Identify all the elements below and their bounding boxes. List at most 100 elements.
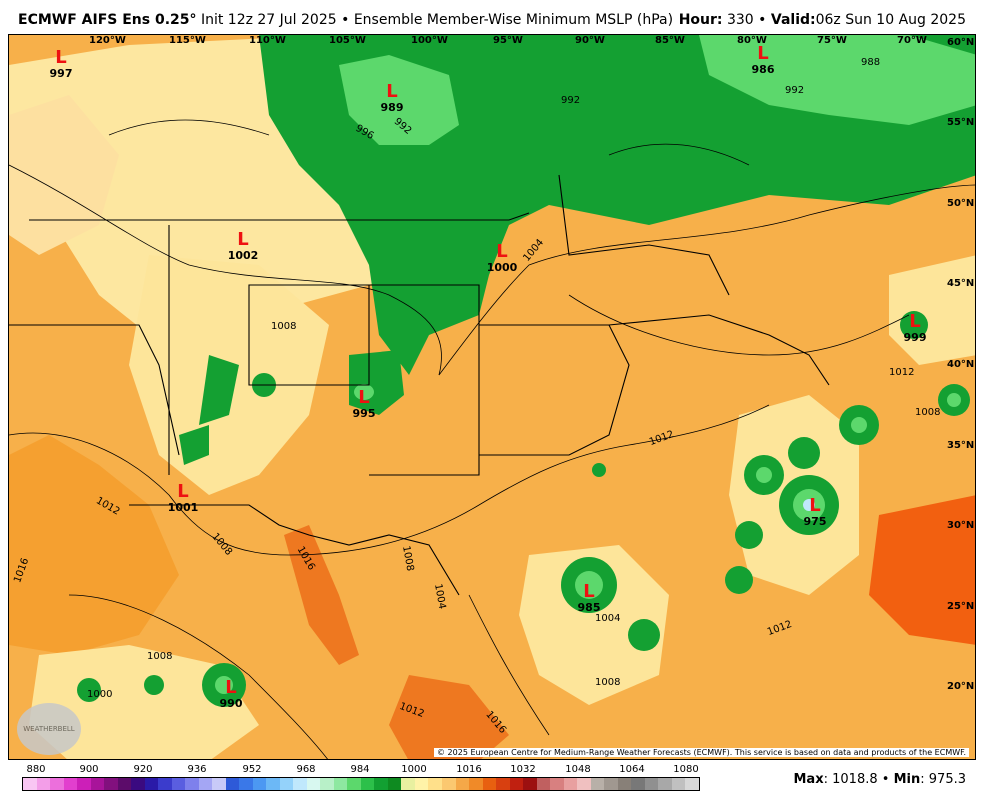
title-bullet: •: [341, 12, 350, 28]
min-label: Min: [893, 772, 921, 787]
lat-label: 35°N: [947, 440, 975, 451]
low-value: 975: [803, 515, 827, 528]
colorbar-swatch: [144, 778, 159, 790]
low-value: 1000: [486, 261, 518, 274]
low-pressure-center: L 997: [41, 47, 81, 81]
colorbar-tick: 968: [296, 764, 316, 775]
contour-label: 1012: [889, 367, 915, 378]
low-value: 985: [577, 601, 601, 614]
ecmwf-credit: © 2025 European Centre for Medium-Range …: [434, 748, 969, 757]
colorbar-swatch: [185, 778, 199, 790]
low-letter: L: [177, 481, 189, 502]
colorbar-swatch: [631, 778, 645, 790]
colorbar-swatch: [266, 778, 280, 790]
colorbar-swatch: [550, 778, 564, 790]
low-value: 990: [219, 697, 243, 710]
colorbar-tick: 1064: [619, 764, 645, 775]
low-letter: L: [237, 229, 249, 250]
colorbar-swatch: [198, 778, 213, 790]
init-time: Init 12z 27 Jul 2025: [200, 12, 337, 28]
colorbar-swatch: [455, 778, 470, 790]
colorbar-swatch: [252, 778, 267, 790]
lon-label: 100°W: [411, 35, 448, 46]
colorbar-swatch: [23, 778, 37, 790]
colorbar-swatch: [158, 778, 172, 790]
colorbar-swatch: [401, 778, 415, 790]
colorbar-tick: 984: [350, 764, 370, 775]
colorbar-swatch: [658, 778, 672, 790]
colorbar-swatch: [428, 778, 442, 790]
low-pressure-center: L 1001: [163, 481, 203, 515]
map-title: ECMWF AIFS Ens 0.25° Init 12z 27 Jul 202…: [18, 12, 673, 28]
low-value: 995: [352, 407, 376, 420]
colorbar-swatch: [482, 778, 497, 790]
colorbar-tick: 936: [187, 764, 207, 775]
hour-value: 330: [726, 12, 754, 28]
colorbar-swatch: [63, 778, 78, 790]
colorbar-swatch: [536, 778, 551, 790]
lon-label: 110°W: [249, 35, 286, 46]
header: ECMWF AIFS Ens 0.25° Init 12z 27 Jul 202…: [0, 0, 984, 34]
colorbar-swatch: [50, 778, 64, 790]
lat-label: 55°N: [947, 117, 975, 128]
lon-label: 115°W: [169, 35, 206, 46]
valid-value: 06z Sun 10 Aug 2025: [815, 12, 966, 28]
lat-label: 45°N: [947, 278, 975, 289]
lon-label: 85°W: [655, 35, 685, 46]
colorbar-swatch: [523, 778, 537, 790]
model-name: ECMWF AIFS Ens 0.25: [18, 12, 190, 28]
min-value: 975.3: [928, 772, 966, 787]
colorbar-swatch: [239, 778, 253, 790]
colorbar-swatch: [347, 778, 361, 790]
colorbar-swatch: [293, 778, 307, 790]
colorbar-swatch: [617, 778, 632, 790]
contour-label: 1008: [915, 407, 941, 418]
hour-bullet: •: [758, 12, 767, 28]
lon-label: 95°W: [493, 35, 523, 46]
colorbar-swatch: [685, 778, 699, 790]
low-letter: L: [55, 47, 67, 68]
map-shading: [9, 35, 975, 759]
colorbar-tick: 920: [133, 764, 153, 775]
low-letter: L: [757, 43, 769, 64]
lon-label: 75°W: [817, 35, 847, 46]
colorbar-swatch: [387, 778, 402, 790]
colorbar-swatch: [117, 778, 132, 790]
valid-label: Valid:: [770, 12, 816, 28]
hour-label: Hour:: [678, 12, 723, 28]
low-pressure-center: L 995: [344, 387, 384, 421]
colorbar-tick: 1032: [510, 764, 536, 775]
min-colon: :: [920, 772, 925, 787]
colorbar-swatch: [604, 778, 618, 790]
colorbar-tick: 880: [26, 764, 46, 775]
low-letter: L: [386, 81, 398, 102]
lat-label: 50°N: [947, 198, 975, 209]
low-value: 989: [380, 101, 404, 114]
colorbar-swatch: [225, 778, 240, 790]
contour-label: 992: [561, 95, 581, 106]
colorbar-swatch: [171, 778, 186, 790]
low-pressure-center: L 989: [372, 81, 412, 115]
low-letter: L: [583, 581, 595, 602]
low-letter: L: [358, 387, 370, 408]
low-letter: L: [496, 241, 508, 262]
contour-label: 1008: [147, 651, 173, 662]
colorbar-swatch: [306, 778, 321, 790]
colorbar-swatch: [469, 778, 483, 790]
colorbar-swatch: [360, 778, 375, 790]
contour-label: 1004: [595, 613, 621, 624]
low-letter: L: [225, 677, 237, 698]
colorbar-swatch: [441, 778, 456, 790]
stats-bullet: •: [881, 772, 890, 787]
mslp-map: 120°W 115°W 110°W 105°W 100°W 95°W 90°W …: [8, 34, 976, 760]
colorbar-swatch: [563, 778, 578, 790]
contour-label: 988: [861, 57, 881, 68]
lon-label: 70°W: [897, 35, 927, 46]
contour-label: 1008: [271, 321, 297, 332]
low-value: 986: [751, 63, 775, 76]
colorbar-swatch: [333, 778, 348, 790]
lon-label: 105°W: [329, 35, 366, 46]
colorbar-swatch: [77, 778, 91, 790]
low-letter: L: [809, 495, 821, 516]
low-pressure-center: L 986: [743, 43, 783, 77]
